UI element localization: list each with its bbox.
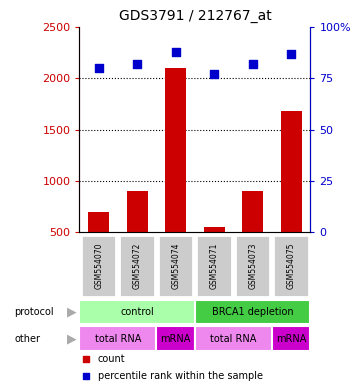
Point bbox=[134, 61, 140, 67]
FancyBboxPatch shape bbox=[79, 300, 195, 324]
Bar bbox=[204, 227, 225, 284]
Text: GSM554073: GSM554073 bbox=[248, 243, 257, 289]
Title: GDS3791 / 212767_at: GDS3791 / 212767_at bbox=[118, 9, 271, 23]
Point bbox=[211, 71, 217, 77]
Bar bbox=[242, 191, 263, 284]
Point bbox=[173, 48, 179, 55]
Text: mRNA: mRNA bbox=[160, 334, 191, 344]
Text: total RNA: total RNA bbox=[210, 334, 257, 344]
Text: control: control bbox=[120, 307, 154, 317]
FancyBboxPatch shape bbox=[272, 326, 310, 351]
Text: other: other bbox=[14, 334, 40, 344]
FancyBboxPatch shape bbox=[274, 235, 309, 297]
Text: percentile rank within the sample: percentile rank within the sample bbox=[98, 371, 263, 381]
Text: GSM554072: GSM554072 bbox=[133, 243, 142, 289]
FancyBboxPatch shape bbox=[156, 326, 195, 351]
Text: ▶: ▶ bbox=[68, 306, 77, 318]
Bar bbox=[88, 212, 109, 284]
Point bbox=[83, 356, 89, 362]
Point bbox=[288, 51, 294, 57]
Bar bbox=[280, 111, 302, 284]
Text: total RNA: total RNA bbox=[95, 334, 141, 344]
FancyBboxPatch shape bbox=[195, 326, 272, 351]
Text: GSM554075: GSM554075 bbox=[287, 243, 296, 289]
FancyBboxPatch shape bbox=[158, 235, 193, 297]
Text: mRNA: mRNA bbox=[276, 334, 306, 344]
Text: GSM554071: GSM554071 bbox=[210, 243, 219, 289]
Text: protocol: protocol bbox=[14, 307, 54, 317]
Point bbox=[83, 373, 89, 379]
Point bbox=[250, 61, 256, 67]
Text: count: count bbox=[98, 354, 126, 364]
FancyBboxPatch shape bbox=[195, 300, 310, 324]
FancyBboxPatch shape bbox=[81, 235, 116, 297]
Text: GSM554070: GSM554070 bbox=[94, 243, 103, 289]
Point bbox=[96, 65, 101, 71]
Bar bbox=[165, 68, 186, 284]
FancyBboxPatch shape bbox=[196, 235, 232, 297]
Text: BRCA1 depletion: BRCA1 depletion bbox=[212, 307, 293, 317]
Bar bbox=[127, 191, 148, 284]
FancyBboxPatch shape bbox=[119, 235, 155, 297]
Text: ▶: ▶ bbox=[68, 333, 77, 345]
FancyBboxPatch shape bbox=[235, 235, 270, 297]
FancyBboxPatch shape bbox=[79, 326, 156, 351]
Text: GSM554074: GSM554074 bbox=[171, 243, 180, 289]
